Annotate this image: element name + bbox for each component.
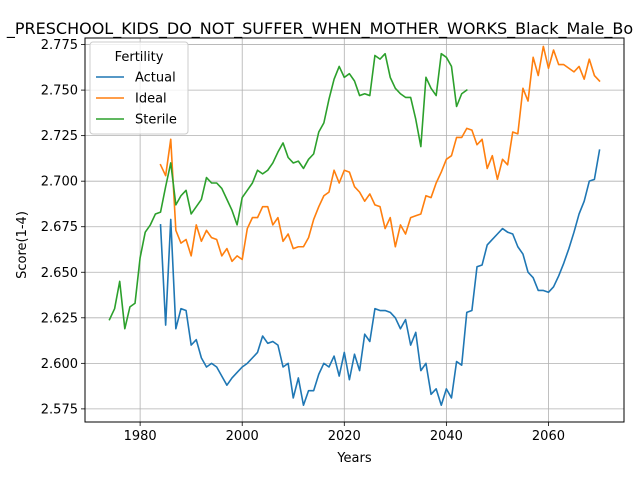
- legend-entries: Actual Ideal Sterile: [96, 71, 177, 128]
- x-tick-label: 2040: [430, 429, 463, 444]
- x-axis-label: Years: [336, 451, 372, 466]
- legend-label-ideal: Ideal: [135, 92, 167, 107]
- x-tick-label: 2060: [532, 429, 565, 444]
- y-tick-label: 2.625: [41, 311, 78, 326]
- chart-title: _PRESCHOOL_KIDS_DO_NOT_SUFFER_WHEN_MOTHE…: [6, 19, 633, 39]
- legend-title: Fertility: [115, 50, 164, 65]
- legend-label-actual: Actual: [135, 71, 176, 86]
- y-tick-label: 2.675: [41, 220, 78, 235]
- y-axis-label: Score(1-4): [15, 211, 30, 279]
- x-axis-ticks: 1980 2000 2020 2040 2060: [124, 422, 565, 444]
- y-tick-label: 2.700: [41, 175, 78, 190]
- x-tick-label: 2000: [226, 429, 259, 444]
- series-lines: [108, 45, 601, 407]
- legend-label-sterile: Sterile: [135, 113, 177, 128]
- y-tick-label: 2.575: [41, 402, 78, 417]
- legend: Fertility Actual Ideal Sterile: [89, 41, 189, 135]
- y-tick-label: 2.600: [41, 357, 78, 372]
- y-tick-label: 2.775: [41, 38, 78, 53]
- x-tick-label: 1980: [124, 429, 157, 444]
- legend-box: [89, 41, 189, 135]
- x-tick-label: 2020: [328, 429, 361, 444]
- y-axis-ticks: 2.575 2.600 2.625 2.650 2.675 2.700 2.725 2.750…: [41, 38, 85, 417]
- y-tick-label: 2.725: [41, 129, 78, 144]
- y-tick-label: 2.650: [41, 266, 78, 281]
- series-line-actual: [159, 149, 601, 407]
- series-line-ideal: [159, 45, 601, 263]
- series-line-sterile: [108, 52, 468, 330]
- plot-area-frame: [84, 37, 625, 423]
- y-tick-label: 2.750: [41, 84, 78, 99]
